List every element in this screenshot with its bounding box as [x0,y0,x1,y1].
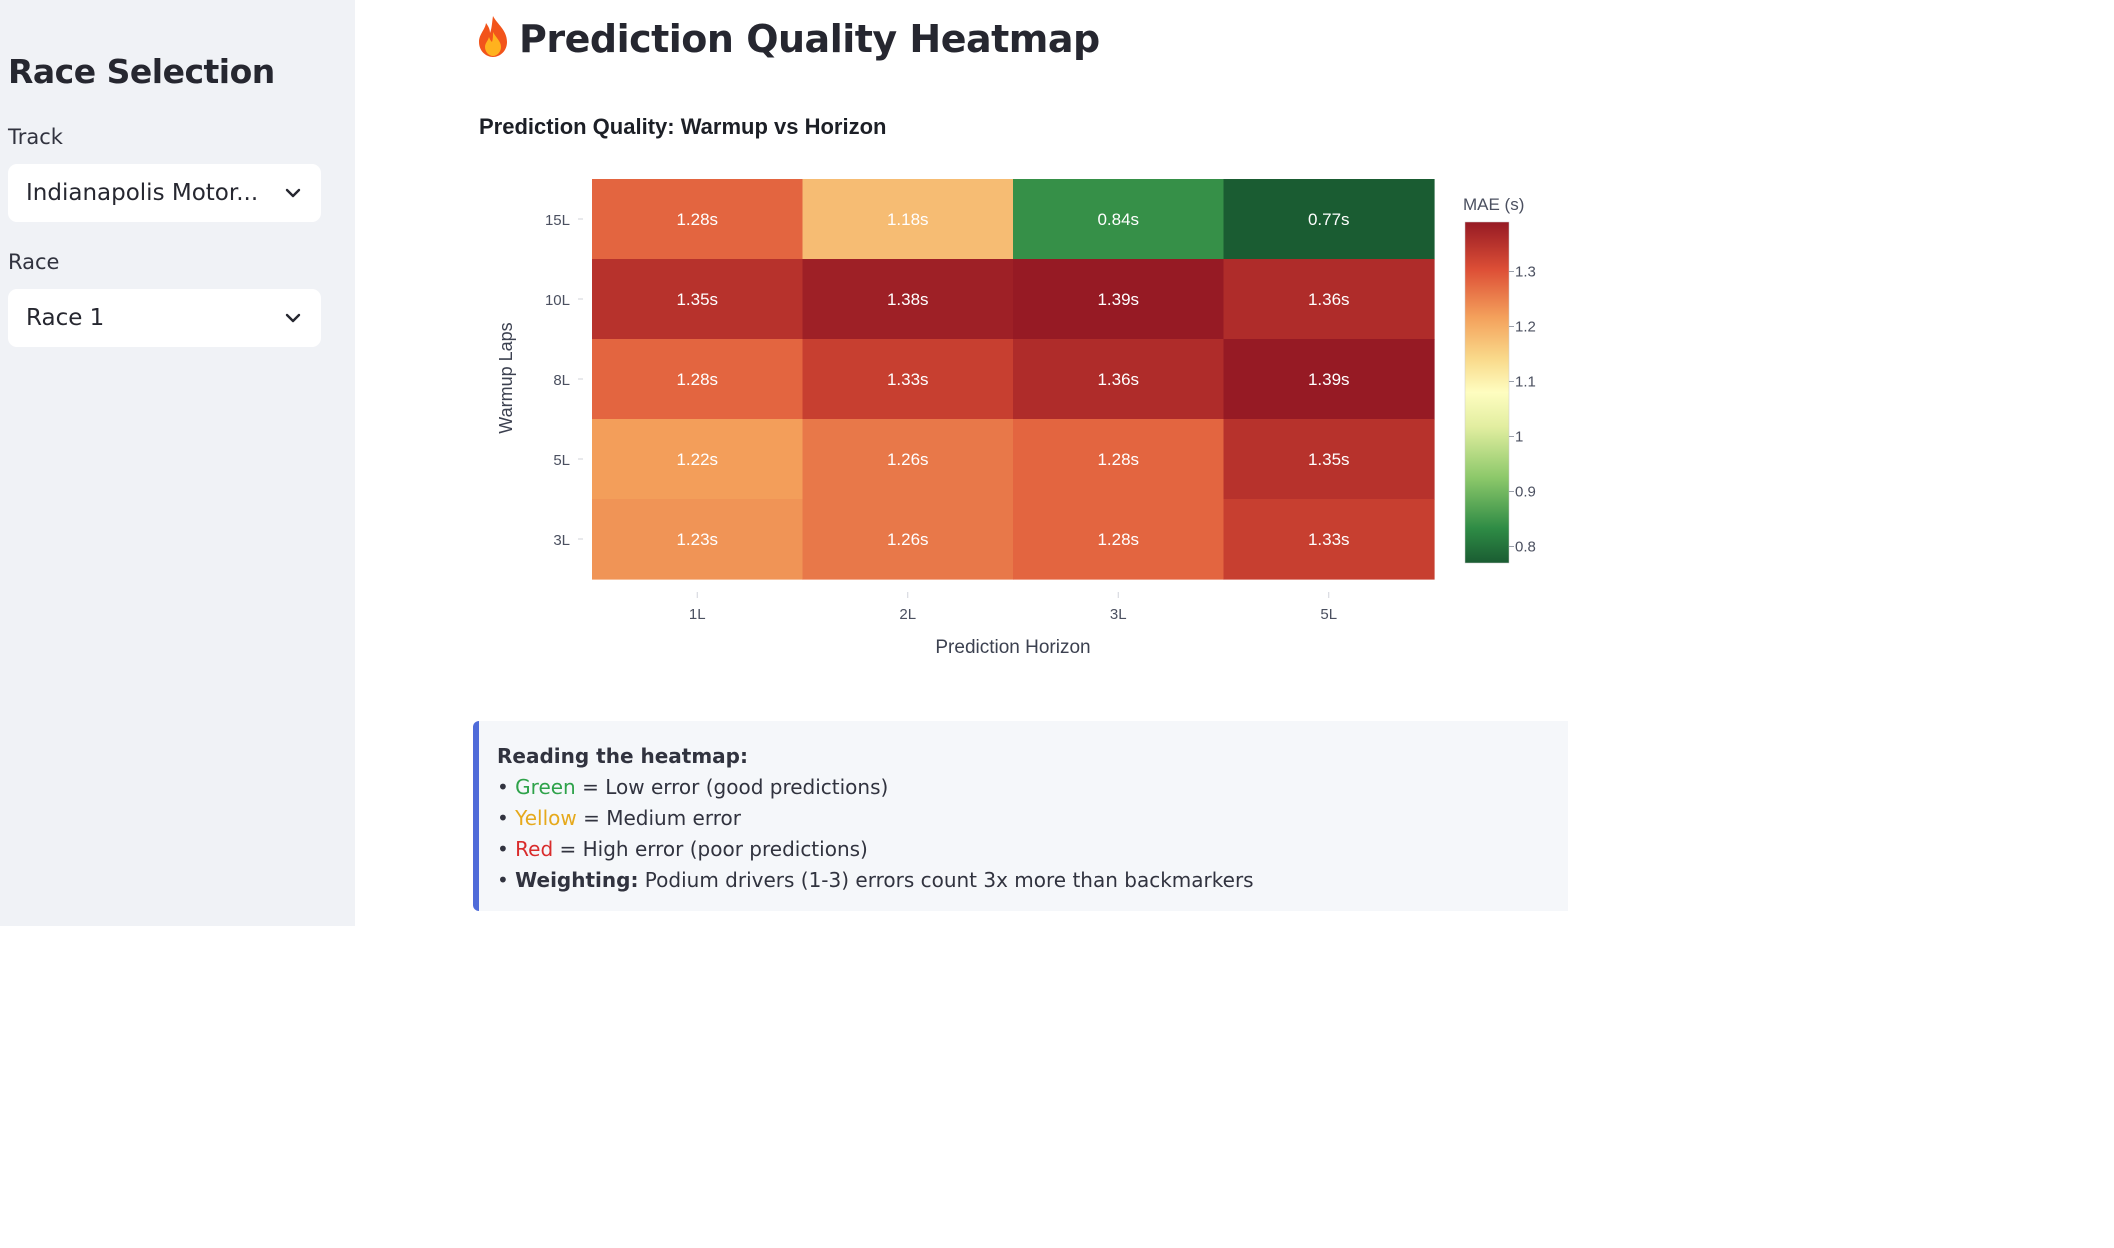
colorbar-tick-label: 1.2 [1515,319,1536,336]
heatmap-cell [592,419,804,500]
heatmap-cell [1013,419,1225,500]
bullet: • [497,837,509,861]
y-tick-label: 15L [545,212,570,229]
note-heading: Reading the heatmap: [497,744,748,768]
x-tick-label: 5L [1320,606,1337,623]
note-line-yellow: • Yellow = Medium error [497,803,1550,834]
yellow-text: = Medium error [576,806,741,830]
fire-icon [473,14,513,58]
x-tick-label: 3L [1110,606,1127,623]
red-word: Red [515,837,554,861]
cell-value-label: 0.77s [1308,210,1350,229]
cell-value-label: 1.26s [887,530,929,549]
heatmap-cell [802,179,1014,260]
bullet: • [497,868,509,892]
y-tick-label: 5L [553,452,570,469]
track-select[interactable]: Indianapolis Motor... [8,164,321,222]
heatmap-cell [592,259,804,340]
heatmap-cell [802,419,1014,500]
cell-value-label: 1.23s [676,530,718,549]
chart-title: Prediction Quality: Warmup vs Horizon [479,114,886,139]
heatmap-cell [592,499,804,580]
cell-value-label: 1.36s [1097,370,1139,389]
heatmap-chart: Prediction Quality: Warmup vs Horizon 1.… [479,114,1536,658]
heatmap-cell [1013,179,1225,260]
weighting-text: Podium drivers (1-3) errors count 3x mor… [638,868,1254,892]
green-word: Green [515,775,576,799]
heatmap-cell [802,339,1014,420]
y-tick-label: 3L [553,532,570,549]
sidebar: Race Selection Track Indianapolis Motor.… [0,0,355,926]
cell-value-label: 1.39s [1308,370,1350,389]
cell-value-label: 1.22s [676,450,718,469]
cell-value-label: 1.28s [1097,530,1139,549]
red-text: = High error (poor predictions) [553,837,868,861]
note-line-green: • Green = Low error (good predictions) [497,772,1550,803]
bullet: • [497,806,509,830]
yellow-word: Yellow [515,806,577,830]
cell-value-label: 1.38s [887,290,929,309]
track-label: Track [8,125,63,149]
heatmap-cell [802,259,1014,340]
cell-value-label: 1.33s [887,370,929,389]
heatmap-cell [592,339,804,420]
bullet: • [497,775,509,799]
colorbar-tick-label: 0.9 [1515,484,1536,501]
cell-value-label: 1.26s [887,450,929,469]
cell-value-label: 1.39s [1097,290,1139,309]
cell-value-label: 1.35s [1308,450,1350,469]
race-select-value: Race 1 [26,305,105,331]
weighting-label: Weighting: [515,868,639,892]
race-label: Race [8,250,60,274]
cell-value-label: 1.36s [1308,290,1350,309]
note-line-weighting: • Weighting: Podium drivers (1-3) errors… [497,865,1550,896]
cell-value-label: 1.35s [676,290,718,309]
x-tick-label: 2L [899,606,916,623]
x-tick-label: 1L [689,606,706,623]
colorbar-tick-label: 1.3 [1515,264,1536,281]
page-title: Prediction Quality Heatmap [473,14,1100,61]
cell-value-label: 1.28s [676,370,718,389]
colorbar-tick-label: 1 [1515,429,1523,446]
heatmap-cell [1223,179,1435,260]
y-axis-title: Warmup Laps [496,322,516,433]
colorbar [1464,221,1510,564]
heatmap-cell [1013,339,1225,420]
cell-value-label: 1.33s [1308,530,1350,549]
green-text: = Low error (good predictions) [575,775,889,799]
cell-value-label: 1.28s [676,210,718,229]
chevron-down-icon [283,308,303,328]
heatmap-cell [1223,339,1435,420]
heatmap-cell [1223,419,1435,500]
main-content: Prediction Quality Heatmap [355,0,1568,926]
race-select[interactable]: Race 1 [8,289,321,347]
colorbar-title: MAE (s) [1463,195,1524,214]
heatmap-cell [1223,499,1435,580]
heatmap-cell [1013,259,1225,340]
heatmap-cell [592,179,804,260]
y-tick-label: 8L [553,372,570,389]
chevron-down-icon [283,183,303,203]
track-select-value: Indianapolis Motor... [26,180,259,206]
page-title-text: Prediction Quality Heatmap [519,17,1100,61]
x-axis-title: Prediction Horizon [935,637,1090,658]
heatmap-legend-note: Reading the heatmap: • Green = Low error… [473,721,1568,911]
sidebar-title: Race Selection [8,52,275,91]
heatmap-cell [802,499,1014,580]
cell-value-label: 1.18s [887,210,929,229]
colorbar-tick-label: 1.1 [1515,374,1536,391]
colorbar-tick-label: 0.8 [1515,539,1536,556]
note-line-red: • Red = High error (poor predictions) [497,834,1550,865]
cell-value-label: 1.28s [1097,450,1139,469]
y-tick-label: 10L [545,292,570,309]
heatmap-cell [1013,499,1225,580]
cell-value-label: 0.84s [1097,210,1139,229]
heatmap-cell [1223,259,1435,340]
